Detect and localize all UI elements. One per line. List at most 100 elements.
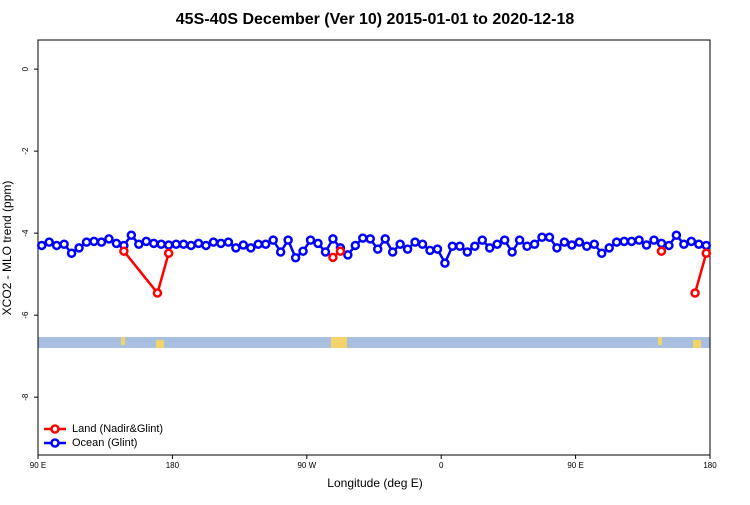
data-point [649,235,659,245]
data-point [664,240,674,251]
data-point [59,239,69,249]
x-tick-label: 90 W [297,461,316,470]
data-point [596,248,607,258]
land-patch [693,340,701,348]
data-point [268,235,278,245]
map-strip [38,337,710,348]
data-point [305,235,316,245]
data-point [611,237,622,247]
data-point [492,239,502,249]
y-axis-label: XCO2 - MLO trend (ppm) [0,181,14,316]
legend-label: Land (Nadir&Glint) [72,423,163,435]
data-point [417,239,428,249]
ocean-band [38,337,710,348]
x-tick-label: 0 [439,461,444,470]
land-patch [331,337,347,348]
data-point [529,239,540,249]
data-point [156,239,166,249]
y-tick-label: 0 [21,66,30,71]
data-point [626,236,637,247]
data-point [686,236,697,247]
data-point [604,243,614,253]
data-point [380,234,390,244]
land-patch [658,337,662,345]
data-point [514,235,525,245]
data-point [163,240,174,250]
data-point [470,241,480,252]
data-point [66,248,77,258]
data-point [186,240,196,251]
data-point [246,243,256,253]
data-point [484,243,495,253]
data-point [402,244,413,254]
data-point [567,240,577,250]
data-point [440,258,450,268]
data-point [126,230,137,240]
data-point [701,240,712,251]
data-point [507,247,517,257]
data-point [290,253,301,263]
data-point [544,232,555,242]
data-point [589,239,600,249]
data-point [462,247,473,257]
data-point [260,239,271,249]
data-point [163,248,174,258]
data-point [372,244,383,254]
data-point [223,237,234,247]
data-point [178,239,189,249]
data-point [74,243,84,253]
data-point [253,239,264,249]
data-point [298,246,308,256]
data-point [619,236,629,247]
data-point [679,239,689,249]
data-point [634,235,644,245]
data-point [694,239,704,249]
y-tick-label: -2 [21,147,30,155]
land-patch [156,340,164,348]
data-point [365,234,376,244]
data-point [328,252,338,263]
data-point [410,237,420,247]
data-point [522,241,532,252]
data-point [96,237,107,247]
data-point [552,243,562,253]
x-tick-label: 180 [166,461,180,470]
data-point [134,239,144,249]
data-point [335,246,346,256]
data-point [119,246,129,256]
data-point [148,238,159,249]
data-point [51,240,62,251]
data-point [171,239,181,249]
data-point [387,247,398,257]
y-tick-label: -4 [21,229,30,237]
data-point [81,237,92,247]
data-point [671,230,682,240]
data-point [44,237,54,247]
y-tick-label: -8 [21,393,30,401]
data-point [701,248,712,258]
data-point [313,238,323,249]
data-point [477,235,488,245]
data-point [208,237,219,247]
legend-label: Ocean (Glint) [72,437,137,449]
x-tick-label: 180 [703,461,717,470]
data-point [358,233,368,243]
data-point [499,235,510,245]
data-point [201,240,211,251]
x-tick-label: 90 E [30,461,46,470]
data-point [328,234,338,244]
data-point [425,245,435,256]
legend-marker [50,424,60,434]
data-point [193,238,204,249]
data-point [656,246,667,256]
data-point [656,238,667,249]
data-point [231,243,241,253]
data-point [432,244,443,254]
data-point [275,247,286,257]
data-point [238,240,249,250]
data-point [537,232,547,242]
data-point [111,238,122,249]
data-point [36,240,47,251]
data-point [350,240,361,251]
